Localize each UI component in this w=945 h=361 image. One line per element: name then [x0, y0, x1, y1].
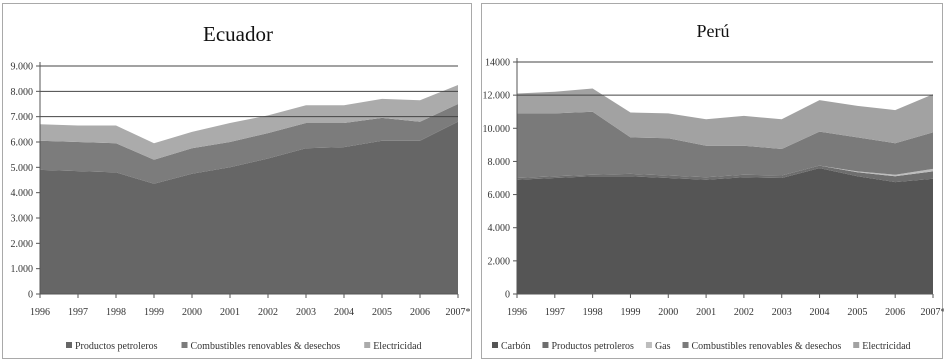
legend-label-2: Electricidad: [373, 341, 421, 352]
legend-label-1: Combustibles renovables & desechos: [191, 341, 341, 352]
chart-panel-peru: Perú 0 2.000 4.000 6.000 8.000 10.000 12.000 140…: [481, 3, 945, 359]
legend-swatch-0: [492, 342, 498, 348]
y-tick-label: 8.000: [11, 87, 34, 98]
chart-peru: Perú 0 2.000 4.000 6.000 8.000 10.000 12.000 140…: [483, 21, 945, 352]
legend-swatch-2: [645, 342, 652, 348]
legend-label-0: Productos petroleros: [75, 341, 158, 352]
x-tick-label: 1999: [144, 307, 164, 318]
chart-title: Ecuador: [203, 22, 273, 46]
x-tick-label: 1998: [106, 307, 126, 318]
x-tick-label: 1998: [583, 307, 603, 318]
y-tick-label: 0: [28, 290, 33, 301]
y-tick-label: 2.000: [11, 239, 34, 250]
x-tick-label: 2006: [410, 307, 430, 318]
x-tick-label: 2004: [810, 307, 830, 318]
area-series-2: [40, 85, 458, 160]
y-tick-label: 14000: [485, 58, 510, 69]
x-tick-label: 1997: [68, 307, 88, 318]
y-tick-label: 6.000: [11, 138, 34, 149]
chart-ecuador: Ecuador 0 1.000 2.000 3.000 4.000 5.000 6.000 7.…: [11, 22, 471, 352]
legend-swatch-2: [364, 342, 371, 348]
y-tick-label: 4.000: [488, 223, 511, 234]
chart-panel-ecuador: Ecuador 0 1.000 2.000 3.000 4.000 5.000 6.000 7.…: [2, 3, 472, 359]
y-tick-label: 5.000: [11, 163, 34, 174]
x-tick-label: 2002: [734, 307, 754, 318]
area-series-0: [517, 168, 933, 294]
x-tick-label: 2006: [885, 307, 905, 318]
y-tick-label: 2.000: [488, 256, 511, 267]
x-tick-label: 1999: [620, 307, 640, 318]
x-tick-label: 2007*: [446, 307, 471, 318]
x-tick-label: 2001: [696, 307, 716, 318]
x-tick-label: 2005: [372, 307, 392, 318]
area-series-4: [517, 88, 933, 149]
y-tick-label: 12.000: [483, 91, 511, 102]
legend-label-2: Gas: [655, 341, 671, 352]
y-tick-label: 8.000: [488, 157, 511, 168]
legend-swatch-1: [542, 342, 549, 348]
legend-label-3: Combustibles renovables & desechos: [692, 341, 842, 352]
x-tick-label: 2000: [658, 307, 678, 318]
x-tick-label: 2003: [296, 307, 316, 318]
legend-label-4: Electricidad: [862, 341, 910, 352]
x-tick-label: 1996: [30, 307, 50, 318]
x-tick-label: 1997: [545, 307, 565, 318]
x-tick-label: 2000: [182, 307, 202, 318]
chart-title: Perú: [697, 21, 730, 41]
x-tick-label: 2003: [772, 307, 792, 318]
y-tick-label: 6.000: [488, 190, 511, 201]
x-tick-label: 2004: [334, 307, 354, 318]
x-tick-label: 2007*: [921, 307, 945, 318]
y-tick-label: 9.000: [11, 62, 34, 73]
y-tick-label: 3.000: [11, 214, 34, 225]
x-tick-label: 2005: [847, 307, 867, 318]
legend-swatch-4: [853, 342, 860, 348]
legend-swatch-0: [66, 342, 72, 348]
area-series-1: [40, 104, 458, 184]
y-tick-label: 7.000: [11, 112, 34, 123]
x-tick-label: 2001: [220, 307, 240, 318]
x-tick-label: 1996: [507, 307, 527, 318]
y-tick-label: 1.000: [11, 264, 34, 275]
area-series-3: [517, 111, 933, 178]
area-series-1: [517, 165, 933, 183]
legend-label-1: Productos petroleros: [551, 341, 634, 352]
y-tick-label: 10.000: [483, 124, 511, 135]
legend-label-0: Carbón: [501, 341, 530, 352]
y-tick-label: 4.000: [11, 188, 34, 199]
legend-swatch-3: [682, 342, 689, 348]
area-series-0: [40, 121, 458, 294]
x-tick-label: 2002: [258, 307, 278, 318]
legend-swatch-1: [181, 342, 188, 348]
y-tick-label: 0: [505, 290, 510, 301]
